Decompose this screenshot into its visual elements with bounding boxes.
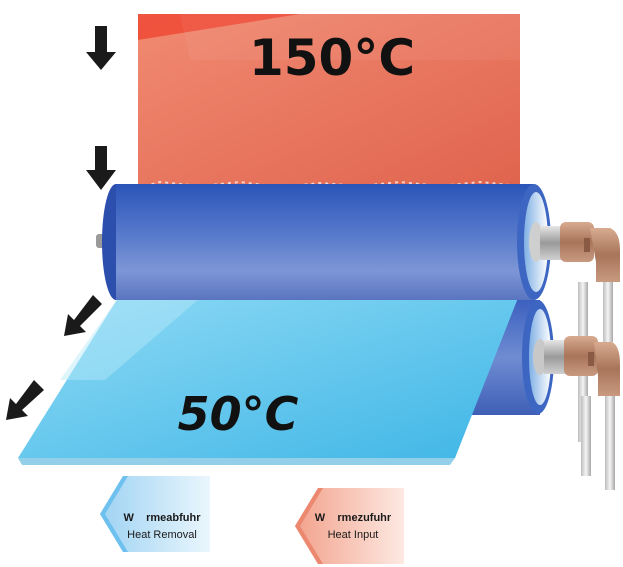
heat-removal-subtitle: Heat Removal	[127, 529, 197, 541]
lower-fitting-icon	[544, 336, 620, 490]
hot-film	[137, 14, 521, 189]
upper-roller	[96, 184, 551, 300]
legend-heat-input: W rmezufuhr Heat Input	[295, 488, 404, 564]
cool-temperature-label: 50°C	[178, 387, 299, 441]
diagonal-arrow-icon	[6, 380, 44, 420]
down-arrow-icon	[86, 26, 116, 70]
legend-heat-removal: W rmeabfuhr Heat Removal	[100, 476, 210, 552]
down-arrow-icon	[86, 146, 116, 190]
diagonal-arrow-icon	[64, 295, 102, 336]
heat-input-subtitle: Heat Input	[328, 529, 379, 541]
cool-film	[18, 298, 518, 465]
heat-removal-title: W rmeabfuhr	[123, 512, 201, 524]
hot-temperature-label: 150°C	[249, 29, 415, 87]
heat-input-title: W rmezufuhr	[315, 512, 392, 524]
